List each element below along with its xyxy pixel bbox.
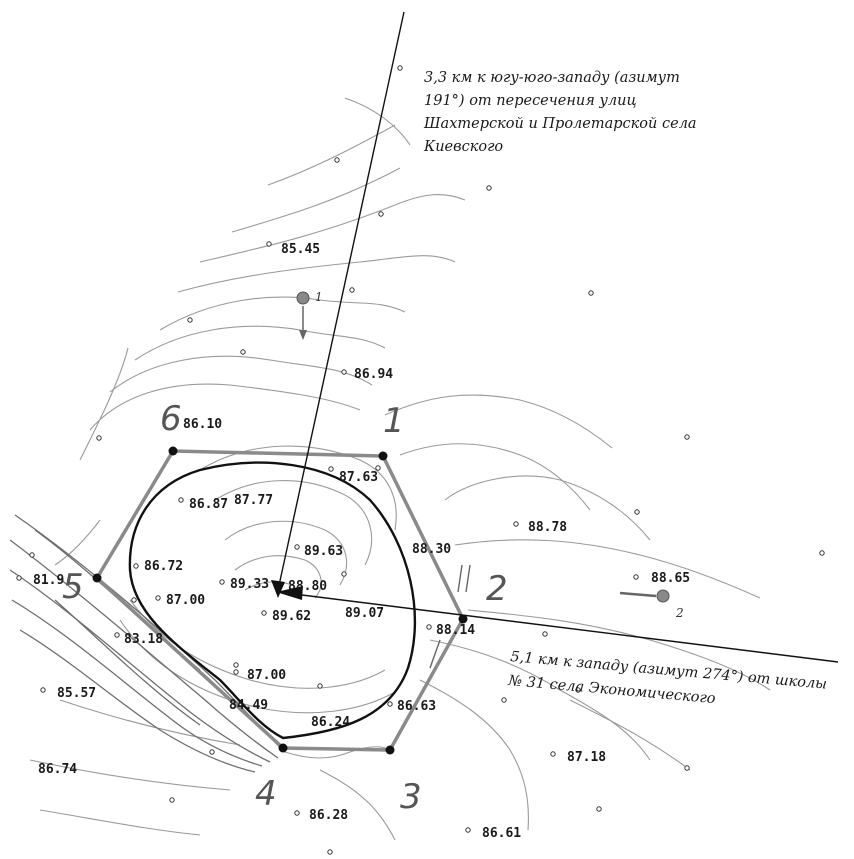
vertex-point-3 <box>385 745 395 755</box>
elevation-label: 88.30 <box>412 542 451 557</box>
elevation-label: 86.24 <box>311 715 350 730</box>
north-annotation-line: Киевского <box>423 139 503 155</box>
survey-dots <box>29 65 825 855</box>
vertex-point-6 <box>168 446 178 456</box>
north-pointer-arrowhead <box>271 580 285 598</box>
vertex-labels: 1 2 3 4 5 6 <box>62 399 508 817</box>
elevation-label: 88.14 <box>436 623 475 638</box>
vertex-label-3: 3 <box>400 777 422 817</box>
elevation-label: 88.80 <box>288 579 327 594</box>
elevation-label: 87.00 <box>166 593 205 608</box>
well-1-marker <box>296 291 310 305</box>
vertex-point-4 <box>278 743 288 753</box>
vertex-point-2 <box>458 614 468 624</box>
elevation-label: 88.65 <box>651 571 690 586</box>
north-pointer-line <box>277 11 405 591</box>
elevation-label: 85.57 <box>57 686 96 701</box>
elevation-label: 89.63 <box>304 544 343 559</box>
north-annotation-line: 3,3 км к югу-юго-западу (азимут <box>424 70 680 86</box>
well-2-marker <box>656 589 670 603</box>
elevation-label: 86.28 <box>309 808 348 823</box>
elevation-label: 83.18 <box>124 632 163 647</box>
elevation-label: 86.72 <box>144 559 183 574</box>
vertex-label-4: 4 <box>255 774 277 814</box>
allotment-boundary <box>128 461 417 740</box>
elevation-label: 86.74 <box>38 762 77 777</box>
well-2-label: 2 <box>675 606 684 620</box>
elevation-label: 84.49 <box>229 698 268 713</box>
well-1-label: 1 <box>315 290 323 304</box>
elevation-label: 86.61 <box>482 826 521 841</box>
elevation-label: 87.63 <box>339 470 378 485</box>
east-annotation: 5,1 км к западу (азимут 274°) от школы №… <box>507 649 828 707</box>
north-annotation-line: Шахтерской и Пролетарской села <box>423 116 697 132</box>
east-pointer-arrowhead <box>276 586 303 600</box>
vertex-point-1 <box>378 451 388 461</box>
contour-lines <box>9 97 771 841</box>
pointer-lines <box>271 11 839 669</box>
elevation-labels: 85.45 86.94 86.10 87.63 86.87 87.77 88.7… <box>16 241 690 841</box>
north-annotation: 3,3 км к югу-юго-западу (азимут 191°) от… <box>423 70 697 155</box>
elevation-label: 88.78 <box>528 520 567 535</box>
elevation-label: 89.33 <box>230 577 269 592</box>
vertex-label-5: 5 <box>62 567 84 607</box>
elevation-label: 86.63 <box>397 699 436 714</box>
elevation-label: 81.9 <box>33 573 64 588</box>
north-annotation-line: 191°) от пересечения улиц <box>424 93 637 109</box>
vertex-label-6: 6 <box>160 399 182 439</box>
elevation-label: 86.94 <box>354 367 393 382</box>
claim-polygon <box>92 446 468 755</box>
vertex-label-1: 1 <box>383 401 405 441</box>
east-pointer-line <box>277 591 839 663</box>
elevation-label: 89.07 <box>345 606 384 621</box>
elevation-label: 89.62 <box>272 609 311 624</box>
vertex-label-2: 2 <box>486 569 508 609</box>
wells: 1 2 <box>296 290 684 620</box>
elevation-label: 86.10 <box>183 417 222 432</box>
vertex-point-5 <box>92 573 102 583</box>
elevation-label: 87.00 <box>247 668 286 683</box>
elevation-label: 85.45 <box>281 242 320 257</box>
elevation-label: 86.87 <box>189 497 228 512</box>
elevation-label: 87.18 <box>567 750 606 765</box>
elevation-label: 87.77 <box>234 493 273 508</box>
